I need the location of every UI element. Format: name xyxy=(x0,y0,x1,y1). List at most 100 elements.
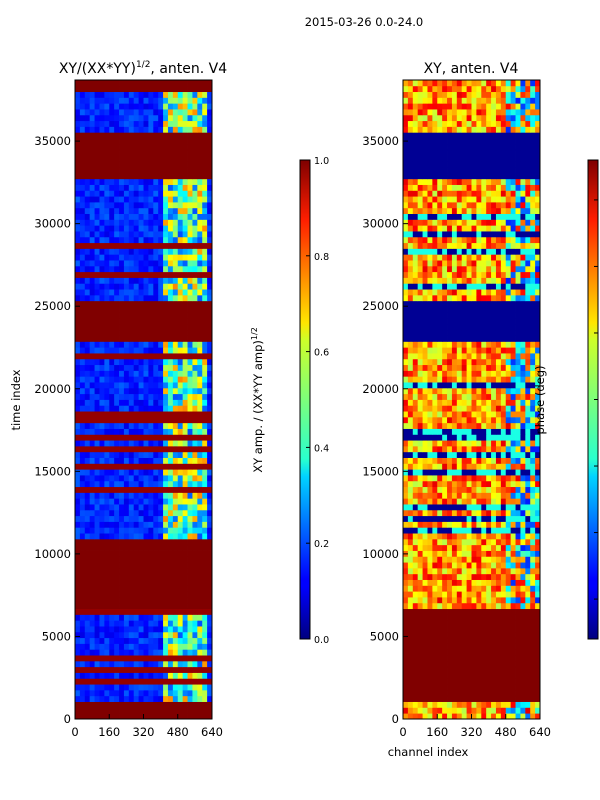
left-heatmap-cell xyxy=(109,620,115,627)
left-heatmap-cell xyxy=(172,120,179,127)
left-heatmap-cell xyxy=(187,184,193,191)
right-heatmap-cell xyxy=(515,504,521,511)
left-heatmap-cell xyxy=(119,103,125,110)
right-heatmap-cell xyxy=(481,521,487,528)
right-heatmap-cell xyxy=(427,585,433,592)
right-heatmap-cell xyxy=(412,550,419,557)
left-heatmap-cell xyxy=(163,544,169,551)
left-heatmap-cell xyxy=(79,143,86,151)
left-heatmap-cell xyxy=(192,80,198,87)
right-heatmap-cell xyxy=(466,480,472,488)
left-heatmap-cell xyxy=(172,614,179,621)
left-heatmap-cell xyxy=(158,666,164,673)
left-heatmap-cell xyxy=(187,579,193,586)
left-heatmap-cell xyxy=(123,463,130,470)
left-heatmap-cell xyxy=(99,637,105,644)
left-heatmap-cell xyxy=(158,114,164,122)
right-heatmap-cell xyxy=(500,387,507,395)
left-heatmap-cell xyxy=(158,562,164,569)
left-heatmap-cell xyxy=(99,422,105,429)
left-heatmap-cell xyxy=(158,451,164,458)
left-heatmap-cell xyxy=(202,626,208,633)
right-heatmap-cell xyxy=(466,713,472,720)
left-heatmap-cell xyxy=(99,97,105,104)
right-heatmap-cell xyxy=(403,533,409,540)
right-heatmap-cell xyxy=(505,445,512,453)
left-heatmap-cell xyxy=(79,219,86,226)
left-heatmap-cell xyxy=(172,660,179,668)
right-heatmap-cell xyxy=(471,672,477,679)
right-heatmap-cell xyxy=(432,329,438,336)
left-heatmap-cell xyxy=(94,265,100,273)
left-heatmap-cell xyxy=(177,149,184,156)
right-heatmap-cell xyxy=(505,550,512,557)
left-heatmap-cell xyxy=(192,626,198,633)
left-heatmap-cell xyxy=(104,515,110,522)
left-heatmap-cell xyxy=(177,254,184,261)
left-heatmap-cell xyxy=(202,300,208,307)
left-heatmap-cell xyxy=(94,323,100,331)
left-heatmap-cell xyxy=(207,678,213,685)
left-heatmap-cell xyxy=(114,649,120,656)
right-heatmap-cell xyxy=(500,463,507,470)
left-heatmap-cell xyxy=(133,370,139,377)
right-heatmap-cell xyxy=(422,597,428,604)
right-heatmap-cell xyxy=(407,440,414,447)
right-heatmap-cell xyxy=(456,533,463,540)
right-heatmap-cell xyxy=(407,649,414,656)
left-heatmap-cell xyxy=(104,120,110,127)
left-heatmap-cell xyxy=(172,451,179,458)
right-heatmap-cell xyxy=(500,393,507,400)
right-heatmap-cell xyxy=(535,701,541,708)
left-heatmap-cell xyxy=(89,695,95,702)
left-heatmap-cell xyxy=(197,573,203,580)
right-heatmap-cell xyxy=(500,498,507,505)
right-heatmap-cell xyxy=(471,701,477,708)
left-heatmap-cell xyxy=(119,445,125,453)
left-heatmap-cell xyxy=(182,631,188,639)
left-heatmap-cell xyxy=(109,80,115,87)
left-heatmap-cell xyxy=(75,190,81,197)
left-heatmap-cell xyxy=(94,335,100,342)
right-heatmap-cell xyxy=(447,614,453,621)
right-heatmap-cell xyxy=(510,405,516,412)
left-heatmap-cell xyxy=(182,480,188,488)
left-heatmap-cell xyxy=(94,579,100,586)
right-heatmap-cell xyxy=(515,387,521,395)
right-heatmap-cell xyxy=(447,364,453,371)
left-heatmap-cell xyxy=(133,504,139,511)
right-heatmap-cell xyxy=(456,393,463,400)
right-heatmap-cell xyxy=(427,440,433,447)
left-heatmap-cell xyxy=(187,504,193,511)
left-heatmap-cell xyxy=(158,631,164,639)
left-heatmap-cell xyxy=(163,364,169,371)
left-heatmap-cell xyxy=(79,376,86,383)
left-heatmap-cell xyxy=(158,707,164,714)
left-heatmap-cell xyxy=(153,521,159,528)
left-heatmap-cell xyxy=(104,422,110,429)
left-heatmap-cell xyxy=(75,91,81,98)
left-heatmap-cell xyxy=(104,689,110,697)
right-heatmap-cell xyxy=(495,382,502,389)
right-heatmap-cell xyxy=(442,573,448,580)
left-heatmap-cell xyxy=(99,138,105,145)
left-heatmap-cell xyxy=(163,434,169,441)
left-heatmap-cell xyxy=(128,155,135,162)
left-heatmap-cell xyxy=(84,463,91,470)
right-heatmap-cell xyxy=(530,434,536,441)
right-heatmap-cell xyxy=(412,521,419,528)
right-heatmap-cell xyxy=(481,538,487,546)
left-heatmap-cell xyxy=(182,591,188,598)
left-heatmap-cell xyxy=(123,283,130,290)
right-heatmap-cell xyxy=(530,684,536,691)
right-heatmap-cell xyxy=(407,620,414,627)
left-heatmap-cell xyxy=(75,277,81,284)
left-heatmap-cell xyxy=(109,416,115,424)
right-heatmap-cell xyxy=(525,416,531,424)
right-heatmap-cell xyxy=(466,515,472,522)
left-heatmap-cell xyxy=(114,190,120,197)
left-heatmap-cell xyxy=(202,602,208,610)
left-heatmap-cell xyxy=(128,196,135,203)
left-heatmap-cell xyxy=(84,329,91,336)
left-heatmap-cell xyxy=(119,155,125,162)
